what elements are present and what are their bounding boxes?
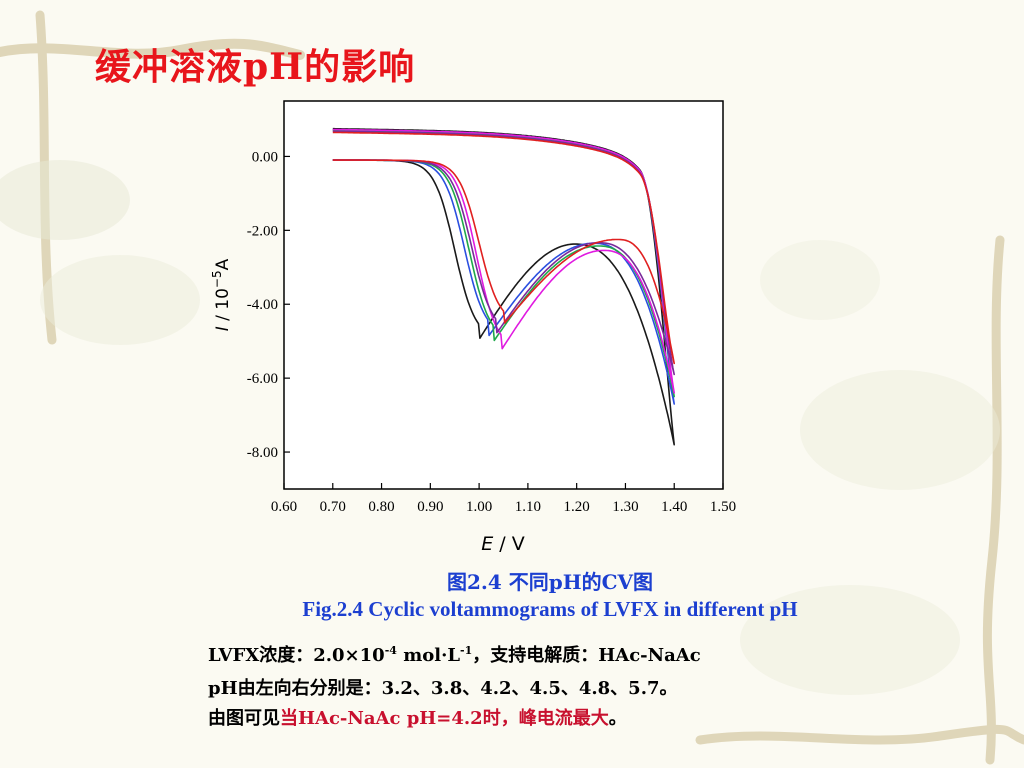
y-tick-label: -8.00: [247, 445, 278, 461]
x-tick-label: 1.30: [612, 499, 638, 515]
y-tick-label: 0.00: [252, 149, 278, 165]
x-tick-label: 0.60: [271, 499, 297, 515]
x-axis-label: E / V: [481, 533, 525, 555]
cv-chart: 0.60 0.70 0.80 0.90 1.00 1.10 1.20 1.30 1.40 1.50…: [210, 100, 736, 555]
x-tick-label: 1.10: [515, 499, 541, 515]
note-concentration: LVFX浓度：2.0×10-4 mol·L-1，支持电解质：HAc-NaAc: [208, 644, 701, 666]
x-tick-label: 0.70: [320, 499, 346, 515]
y-tick-label: -6.00: [247, 371, 278, 387]
y-tick-label: -4.00: [247, 297, 278, 313]
cv-curve-3: [332, 128, 675, 394]
note-highlight: 当HAc-NaAc pH=4.2时，峰电流最大: [280, 708, 609, 729]
x-tick-label: 0.90: [417, 499, 443, 515]
x-tick-label: 1.00: [466, 499, 492, 515]
figure-caption-en: Fig.2.4 Cyclic voltammograms of LVFX in …: [302, 597, 798, 621]
y-axis-label: I / 10−5A: [210, 258, 233, 331]
plot-area: [283, 100, 724, 490]
cv-curve-5: [332, 131, 675, 365]
slide-title: 缓冲溶液pH的影响: [95, 46, 416, 88]
x-tick-label: 1.20: [564, 499, 590, 515]
cv-curve-4: [332, 130, 675, 376]
x-tick-label: 1.50: [710, 499, 736, 515]
figure-caption-cn: 图2.4 不同pH的CV图: [446, 570, 654, 594]
x-tick-label: 0.80: [368, 499, 394, 515]
note-ph-order: pH由左向右分别是：3.2、3.8、4.2、4.5、4.8、5.7。: [208, 678, 678, 699]
y-tick-label: -2.00: [247, 223, 278, 239]
x-tick-label: 1.40: [661, 499, 687, 515]
note-conclusion: 由图可见当HAc-NaAc pH=4.2时，峰电流最大。: [208, 708, 627, 729]
